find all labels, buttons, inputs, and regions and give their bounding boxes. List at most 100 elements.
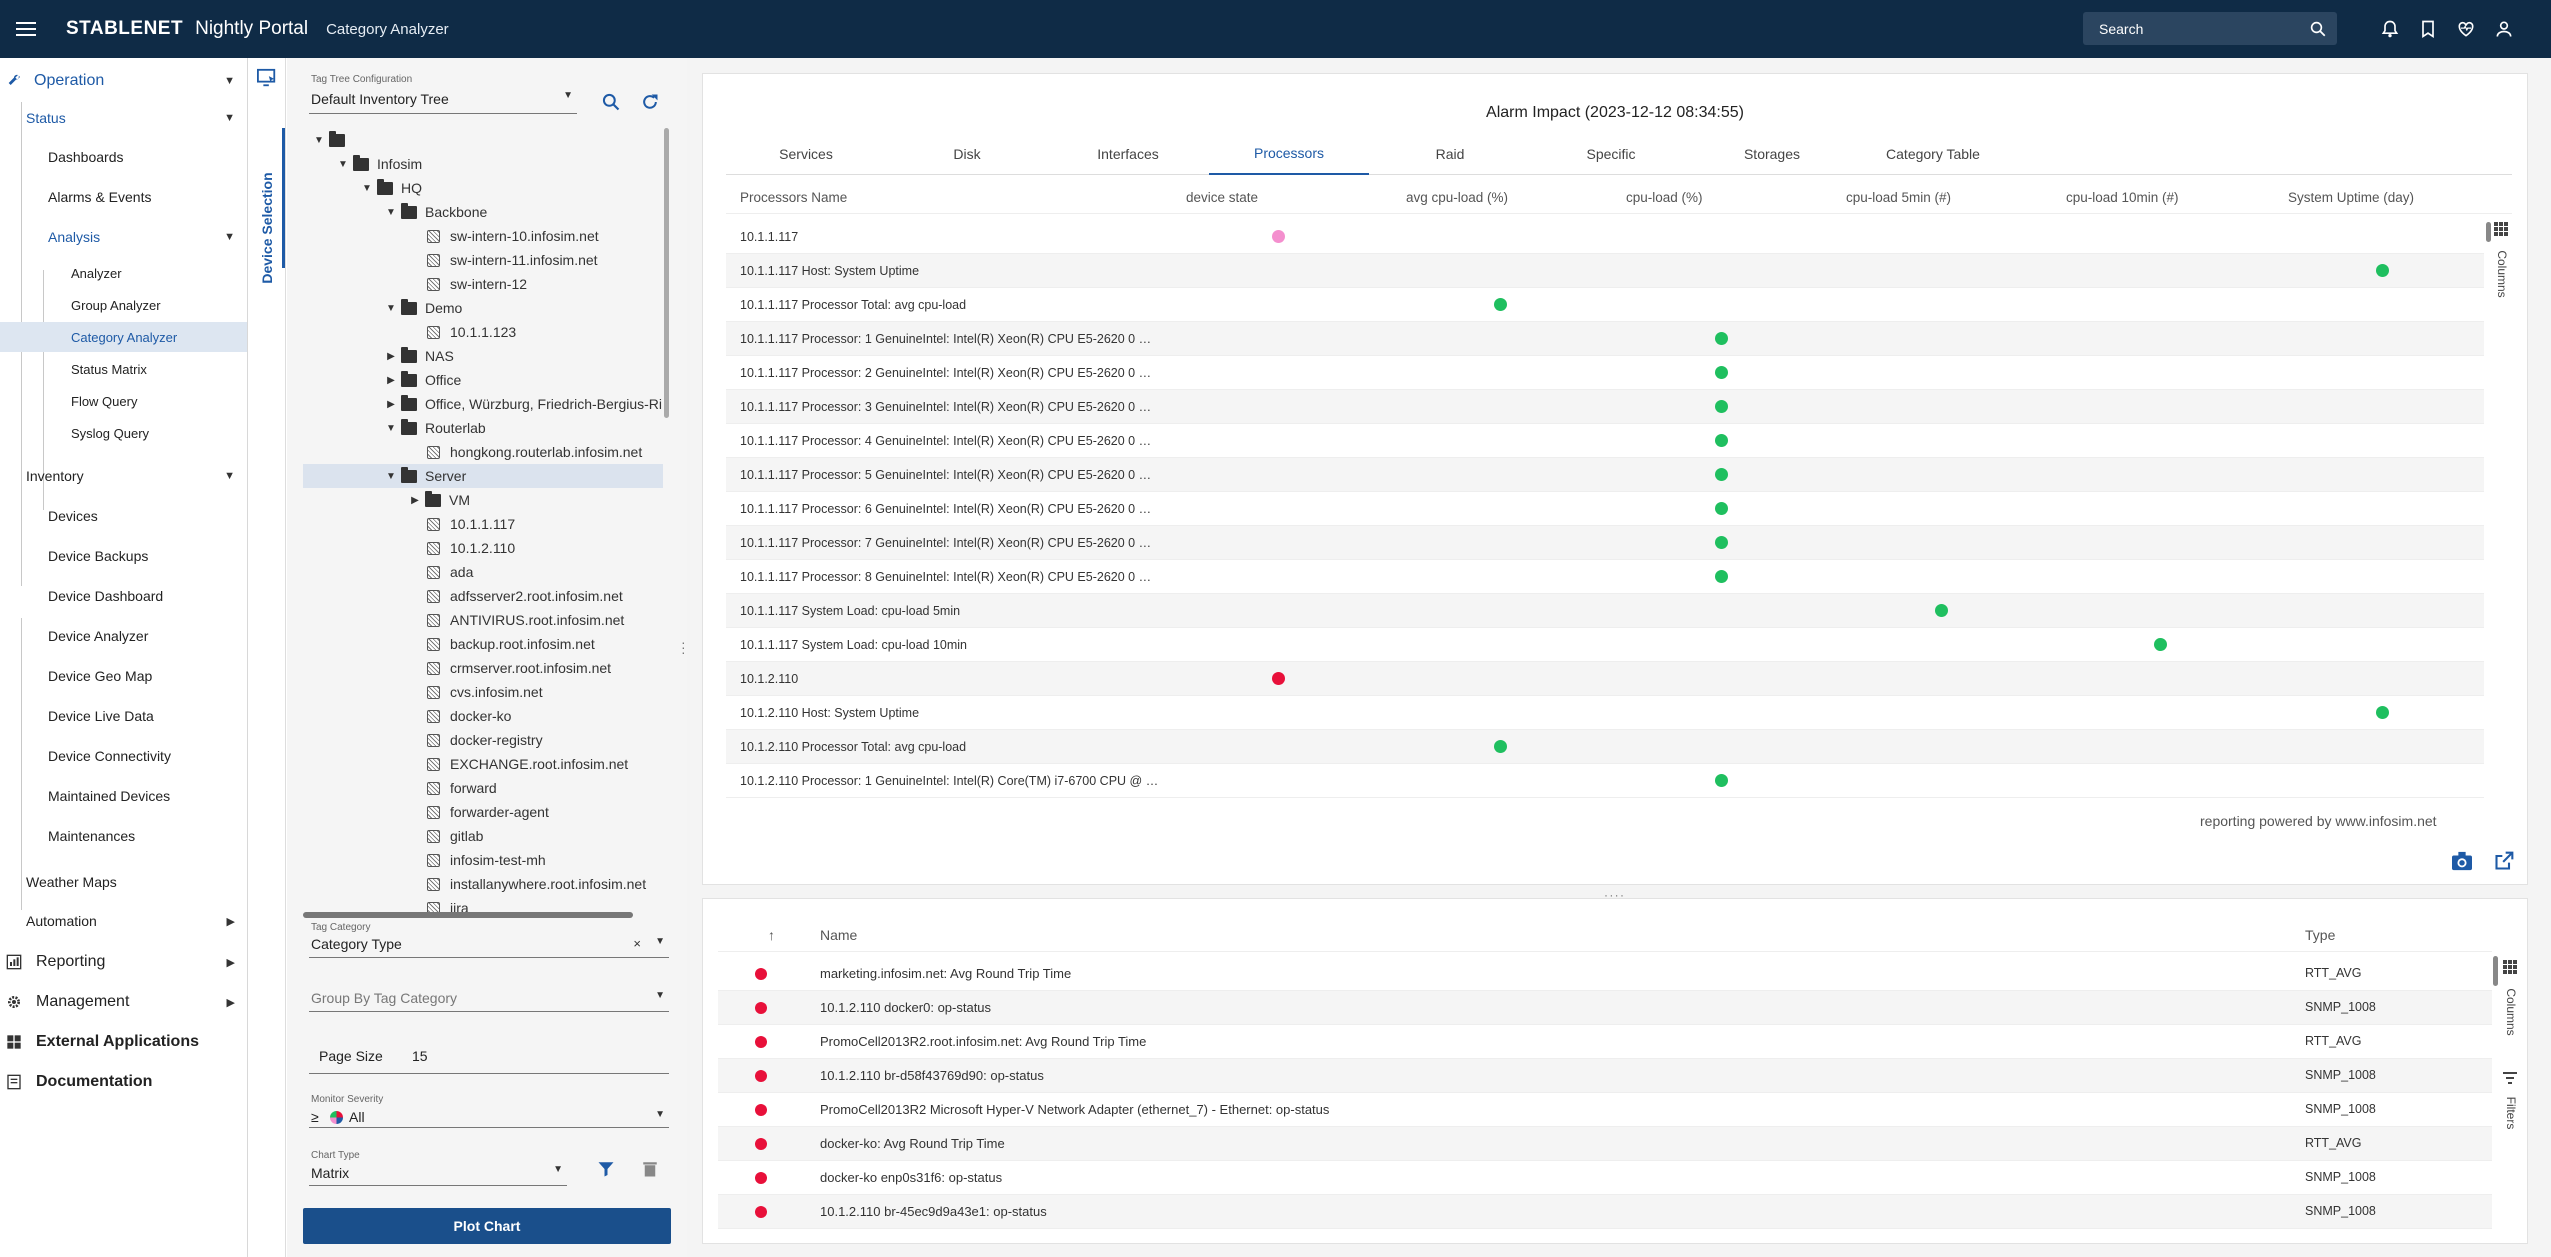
tree-device[interactable]: forward bbox=[303, 776, 663, 800]
status-dot[interactable] bbox=[1715, 502, 1728, 515]
bell-icon[interactable] bbox=[2380, 19, 2400, 39]
tree-scrollbar[interactable] bbox=[664, 128, 669, 418]
status-dot[interactable] bbox=[1715, 570, 1728, 583]
tree-device[interactable]: docker-registry bbox=[303, 728, 663, 752]
tree-device[interactable]: infosim-test-mh bbox=[303, 848, 663, 872]
tab-category-table[interactable]: Category Table bbox=[1886, 146, 1980, 162]
alarm-row[interactable]: 10.1.2.110 docker0: op-status SNMP_1008 bbox=[718, 991, 2492, 1025]
open-external-icon[interactable] bbox=[2494, 851, 2514, 871]
column-header-type[interactable]: Type bbox=[2305, 927, 2336, 943]
refresh-icon[interactable] bbox=[640, 92, 660, 112]
status-dot[interactable] bbox=[2376, 706, 2389, 719]
columns-panel-toggle[interactable]: Columns bbox=[2494, 222, 2510, 312]
sort-arrow-icon[interactable]: ↑ bbox=[768, 927, 775, 943]
matrix-row[interactable]: 10.1.1.117 Processor: 5 GenuineIntel: In… bbox=[726, 458, 2484, 492]
collapse-icon[interactable]: ▼ bbox=[362, 182, 372, 194]
nav-device-geo-map[interactable]: Device Geo Map bbox=[0, 661, 247, 691]
status-dot[interactable] bbox=[2154, 638, 2167, 651]
nav-status-matrix[interactable]: Status Matrix bbox=[0, 354, 247, 384]
tree-device[interactable]: gitlab bbox=[303, 824, 663, 848]
monitor-severity-select[interactable]: Monitor Severity ≥ All ▼ bbox=[309, 1094, 669, 1128]
filters-label[interactable]: Filters bbox=[2504, 1096, 2518, 1130]
nav-dashboards[interactable]: Dashboards bbox=[0, 142, 247, 172]
tree-device[interactable]: sw-intern-12 bbox=[303, 272, 663, 296]
nav-category-analyzer[interactable]: Category Analyzer bbox=[0, 322, 247, 352]
nav-analyzer[interactable]: Analyzer bbox=[0, 258, 247, 288]
tree-folder[interactable]: ▼ Routerlab bbox=[303, 416, 663, 440]
status-dot[interactable] bbox=[1715, 468, 1728, 481]
matrix-row[interactable]: 10.1.1.117 Processor: 2 GenuineIntel: In… bbox=[726, 356, 2484, 390]
plot-chart-button[interactable]: Plot Chart bbox=[303, 1208, 671, 1244]
menu-icon[interactable] bbox=[0, 0, 52, 58]
tree-device[interactable]: ada bbox=[303, 560, 663, 584]
matrix-row[interactable]: 10.1.1.117 System Load: cpu-load 5min bbox=[726, 594, 2484, 628]
tree-folder[interactable]: ▼ bbox=[303, 128, 663, 152]
tree-device[interactable]: sw-intern-11.infosim.net bbox=[303, 248, 663, 272]
tab-raid[interactable]: Raid bbox=[1435, 146, 1465, 162]
status-dot[interactable] bbox=[1272, 230, 1285, 243]
tag-category-select[interactable]: Tag Category Category Type × ▼ bbox=[309, 922, 669, 958]
matrix-row[interactable]: 10.1.1.117 bbox=[726, 220, 2484, 254]
nav-group-analyzer[interactable]: Group Analyzer bbox=[0, 290, 247, 320]
trash-icon[interactable] bbox=[641, 1160, 659, 1178]
expand-icon[interactable]: ▶ bbox=[387, 398, 395, 410]
tab-specific[interactable]: Specific bbox=[1586, 146, 1636, 162]
heart-pulse-icon[interactable] bbox=[2456, 19, 2476, 39]
matrix-row[interactable]: 10.1.1.117 Processor: 4 GenuineIntel: In… bbox=[726, 424, 2484, 458]
column-header[interactable]: System Uptime (day) bbox=[2288, 190, 2415, 205]
status-dot[interactable] bbox=[1715, 774, 1728, 787]
status-dot[interactable] bbox=[1715, 434, 1728, 447]
tree-device[interactable]: crmserver.root.infosim.net bbox=[303, 656, 663, 680]
tree-device[interactable]: docker-ko bbox=[303, 704, 663, 728]
tree-device[interactable]: hongkong.routerlab.infosim.net bbox=[303, 440, 663, 464]
status-dot[interactable] bbox=[1494, 740, 1507, 753]
nav-inventory[interactable]: Inventory ▼ bbox=[0, 461, 247, 491]
panel-resize-handle[interactable]: · · · bbox=[681, 634, 686, 660]
nav-devices[interactable]: Devices bbox=[0, 501, 247, 531]
device-selection-icon[interactable] bbox=[256, 68, 278, 88]
alarm-row[interactable]: docker-ko enp0s31f6: op-status SNMP_1008 bbox=[718, 1161, 2492, 1195]
tag-tree-configuration-select[interactable]: Tag Tree Configuration Default Inventory… bbox=[309, 74, 577, 114]
expand-icon[interactable]: ▶ bbox=[411, 494, 419, 506]
nav-alarms-events[interactable]: Alarms & Events bbox=[0, 182, 247, 212]
filter-icon[interactable] bbox=[597, 1160, 615, 1178]
tree-folder[interactable]: ▶ NAS bbox=[303, 344, 663, 368]
tree-device[interactable]: 10.1.1.117 bbox=[303, 512, 663, 536]
expand-icon[interactable]: ▶ bbox=[387, 374, 395, 386]
nav-operation[interactable]: Operation ▼ bbox=[0, 62, 247, 100]
nav-device-live-data[interactable]: Device Live Data bbox=[0, 701, 247, 731]
matrix-row[interactable]: 10.1.1.117 Processor: 3 GenuineIntel: In… bbox=[726, 390, 2484, 424]
column-header[interactable]: Processors Name bbox=[740, 190, 848, 205]
nav-external-applications[interactable]: External Applications bbox=[0, 1027, 247, 1057]
tree-device[interactable]: installanywhere.root.infosim.net bbox=[303, 872, 663, 896]
alarm-row[interactable]: marketing.infosim.net: Avg Round Trip Ti… bbox=[718, 957, 2492, 991]
tree-folder[interactable]: ▶ Office, Würzburg, Friedrich-Bergius-Ri bbox=[303, 392, 663, 416]
alarm-row[interactable]: 10.1.2.110 br-d58f43769d90: op-status SNM… bbox=[718, 1059, 2492, 1093]
matrix-row[interactable]: 10.1.2.110 Host: System Uptime bbox=[726, 696, 2484, 730]
tree-folder[interactable]: ▼ HQ bbox=[303, 176, 663, 200]
column-header[interactable]: avg cpu-load (%) bbox=[1406, 190, 1509, 205]
matrix-row[interactable]: 10.1.1.117 Processor: 1 GenuineIntel: In… bbox=[726, 322, 2484, 356]
clear-icon[interactable]: × bbox=[633, 936, 641, 951]
column-header[interactable]: cpu-load (%) bbox=[1626, 190, 1703, 205]
status-dot[interactable] bbox=[1715, 536, 1728, 549]
tree-folder[interactable]: ▶ VM bbox=[303, 488, 663, 512]
tab-device-selection[interactable]: Device Selection bbox=[248, 158, 286, 298]
nav-weather-maps[interactable]: Weather Maps bbox=[0, 867, 247, 897]
alarm-row[interactable]: 10.1.2.110 br-45ec9d9a43e1: op-status SNM… bbox=[718, 1195, 2492, 1229]
tree-folder[interactable]: ▼ Infosim bbox=[303, 152, 663, 176]
columns-label[interactable]: Columns bbox=[2504, 988, 2518, 1036]
tree-device[interactable]: sw-intern-10.infosim.net bbox=[303, 224, 663, 248]
tab-interfaces[interactable]: Interfaces bbox=[1097, 146, 1159, 162]
tree-folder[interactable]: ▼ Server bbox=[303, 464, 663, 488]
tab-disk[interactable]: Disk bbox=[953, 146, 981, 162]
page-size-field[interactable]: Page Size 15 bbox=[309, 1040, 669, 1074]
nav-maintained-devices[interactable]: Maintained Devices bbox=[0, 781, 247, 811]
tree-horizontal-scrollbar[interactable] bbox=[303, 912, 633, 918]
collapse-icon[interactable]: ▼ bbox=[386, 422, 396, 434]
collapse-icon[interactable]: ▼ bbox=[314, 134, 324, 146]
chart-type-select[interactable]: Chart Type Matrix ▼ bbox=[309, 1150, 567, 1186]
nav-device-analyzer[interactable]: Device Analyzer bbox=[0, 621, 247, 651]
collapse-icon[interactable]: ▼ bbox=[338, 158, 348, 170]
nav-device-dashboard[interactable]: Device Dashboard bbox=[0, 581, 247, 611]
